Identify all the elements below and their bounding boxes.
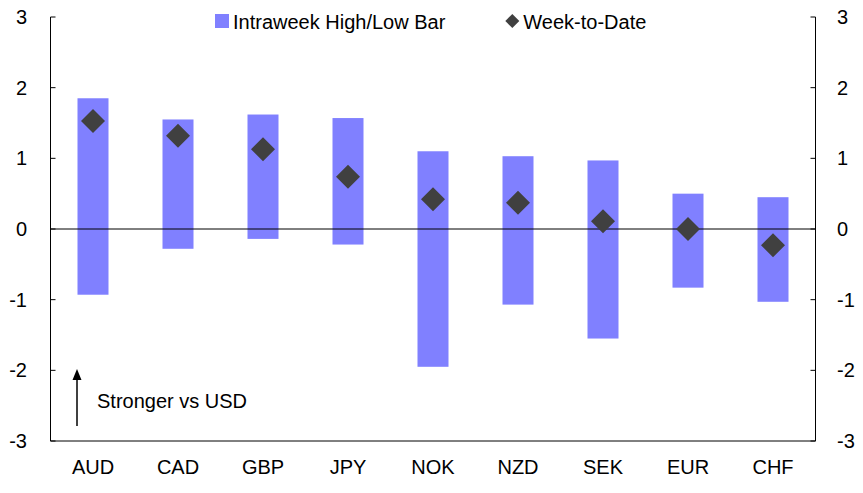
x-tick-label: NOK bbox=[411, 456, 455, 478]
annotation-text: Stronger vs USD bbox=[97, 390, 247, 412]
x-tick-label: JPY bbox=[330, 456, 367, 478]
x-tick-label: GBP bbox=[242, 456, 284, 478]
y2-tick-label: 0 bbox=[837, 218, 848, 240]
x-tick-label: EUR bbox=[667, 456, 709, 478]
y-tick-label: 3 bbox=[16, 6, 27, 28]
range-bar bbox=[673, 194, 704, 288]
y-tick bbox=[51, 87, 56, 88]
range-bar bbox=[758, 197, 789, 302]
y2-tick bbox=[811, 158, 816, 159]
legend-label: Intraweek High/Low Bar bbox=[233, 11, 446, 33]
x-tick-label: CAD bbox=[157, 456, 199, 478]
x-tick-label: AUD bbox=[72, 456, 114, 478]
y-tick bbox=[51, 17, 56, 18]
wtd-marker bbox=[336, 165, 360, 189]
y2-tick bbox=[811, 87, 816, 88]
legend-swatch bbox=[505, 14, 519, 28]
y2-tick-label: 1 bbox=[837, 147, 848, 169]
wtd-marker bbox=[421, 187, 445, 211]
x-tick-label: SEK bbox=[583, 456, 624, 478]
wtd-marker bbox=[506, 191, 530, 215]
wtd-marker bbox=[761, 233, 785, 257]
y-tick-label: -1 bbox=[9, 289, 27, 311]
range-bar bbox=[588, 160, 619, 338]
annotation-arrowhead bbox=[73, 369, 82, 380]
wtd-marker bbox=[591, 209, 615, 233]
plot-marks bbox=[78, 98, 789, 367]
y2-tick bbox=[811, 370, 816, 371]
y2-tick-label: 2 bbox=[837, 77, 848, 99]
x-tick-label: CHF bbox=[752, 456, 793, 478]
y-tick-label: 2 bbox=[16, 77, 27, 99]
y2-tick bbox=[811, 299, 816, 300]
zero-line bbox=[51, 229, 816, 230]
y2-tick bbox=[811, 17, 816, 18]
y-tick-label: 0 bbox=[16, 218, 27, 240]
range-bar bbox=[418, 151, 449, 367]
range-bar bbox=[333, 118, 364, 244]
y2-tick-label: 3 bbox=[837, 6, 848, 28]
y2-tick-label: -2 bbox=[837, 359, 855, 381]
y-tick bbox=[51, 299, 56, 300]
legend-label: Week-to-Date bbox=[523, 11, 646, 33]
chart-container: -3 -2 -1 0 1 2 3 -3 -2 -1 0 1 2 3 AUD CAD GBP JPY NOK NZD SE… bbox=[0, 0, 863, 493]
annotation-arrow bbox=[76, 377, 78, 426]
chart-svg: -3 -2 -1 0 1 2 3 -3 -2 -1 0 1 2 3 AUD CAD GBP JPY NOK NZD SE… bbox=[0, 0, 863, 493]
wtd-marker bbox=[251, 137, 275, 161]
y2-tick bbox=[811, 441, 816, 442]
range-bar bbox=[248, 115, 279, 239]
y-tick-label: -3 bbox=[9, 430, 27, 452]
wtd-marker bbox=[166, 124, 190, 148]
legend-swatch bbox=[215, 14, 229, 28]
wtd-marker bbox=[676, 217, 700, 241]
y-tick-label: -2 bbox=[9, 359, 27, 381]
range-bar bbox=[503, 156, 534, 304]
y-tick bbox=[51, 158, 56, 159]
y2-tick-label: -1 bbox=[837, 289, 855, 311]
y-tick bbox=[51, 441, 56, 442]
wtd-marker bbox=[81, 109, 105, 133]
y2-tick-label: -3 bbox=[837, 430, 855, 452]
range-bar bbox=[78, 98, 109, 294]
plot-markers bbox=[81, 109, 785, 257]
y-tick bbox=[51, 370, 56, 371]
x-axis-line bbox=[51, 441, 816, 442]
x-tick-label: NZD bbox=[497, 456, 538, 478]
y-tick-label: 1 bbox=[16, 147, 27, 169]
